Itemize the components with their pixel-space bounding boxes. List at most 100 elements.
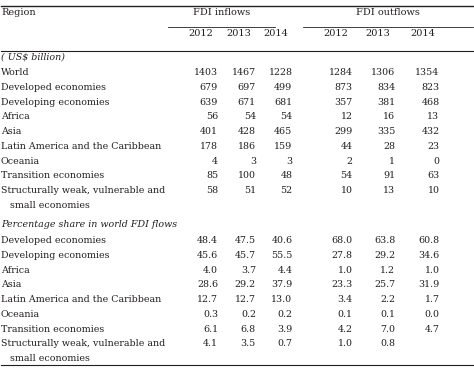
Text: 2014: 2014 [410,29,435,38]
Text: 23.3: 23.3 [331,280,353,289]
Text: Asia: Asia [1,127,21,136]
Text: Oceania: Oceania [1,310,40,319]
Text: 45.6: 45.6 [197,251,218,260]
Text: 0.2: 0.2 [241,310,256,319]
Text: 401: 401 [200,127,218,136]
Text: 299: 299 [334,127,353,136]
Text: 10: 10 [341,186,353,195]
Text: 91: 91 [383,171,395,181]
Text: 4.2: 4.2 [337,325,353,333]
Text: 12: 12 [341,112,353,122]
Text: 2: 2 [346,157,353,166]
Text: 45.7: 45.7 [235,251,256,260]
Text: 1.7: 1.7 [424,295,439,304]
Text: 1306: 1306 [371,68,395,77]
Text: Oceania: Oceania [1,157,40,166]
Text: 0.2: 0.2 [277,310,292,319]
Text: 2012: 2012 [189,29,213,38]
Text: 3: 3 [286,157,292,166]
Text: 468: 468 [421,98,439,107]
Text: 13: 13 [427,112,439,122]
Text: Transition economies: Transition economies [1,325,104,333]
Text: Latin America and the Caribbean: Latin America and the Caribbean [1,295,161,304]
Text: 178: 178 [200,142,218,151]
Text: 873: 873 [335,83,353,92]
Text: 23: 23 [427,142,439,151]
Text: 25.7: 25.7 [374,280,395,289]
Text: 1284: 1284 [328,68,353,77]
Text: Developing economies: Developing economies [1,251,109,260]
Text: 1.0: 1.0 [337,266,353,275]
Text: Asia: Asia [1,280,21,289]
Text: 1403: 1403 [194,68,218,77]
Text: 1.0: 1.0 [424,266,439,275]
Text: FDI outflows: FDI outflows [356,8,420,17]
Text: 6.1: 6.1 [203,325,218,333]
Text: 1354: 1354 [415,68,439,77]
Text: 357: 357 [334,98,353,107]
Text: 823: 823 [421,83,439,92]
Text: Developed economies: Developed economies [1,83,106,92]
Text: 2012: 2012 [323,29,348,38]
Text: 31.9: 31.9 [418,280,439,289]
Text: 0.1: 0.1 [380,310,395,319]
Text: Region: Region [1,8,36,17]
Text: Africa: Africa [1,266,30,275]
Text: 27.8: 27.8 [332,251,353,260]
Text: 4.1: 4.1 [203,339,218,348]
Text: 499: 499 [274,83,292,92]
Text: 4.0: 4.0 [203,266,218,275]
Text: 3.5: 3.5 [241,339,256,348]
Text: 4.4: 4.4 [277,266,292,275]
Text: 28.6: 28.6 [197,280,218,289]
Text: 60.8: 60.8 [418,236,439,245]
Text: 4.7: 4.7 [424,325,439,333]
Text: 52: 52 [280,186,292,195]
Text: 3.7: 3.7 [241,266,256,275]
Text: 28: 28 [383,142,395,151]
Text: 0.7: 0.7 [277,339,292,348]
Text: 186: 186 [238,142,256,151]
Text: 54: 54 [244,112,256,122]
Text: 2.2: 2.2 [380,295,395,304]
Text: 6.8: 6.8 [241,325,256,333]
Text: 10: 10 [428,186,439,195]
Text: World: World [1,68,29,77]
Text: small economies: small economies [1,354,90,363]
Text: Latin America and the Caribbean: Latin America and the Caribbean [1,142,161,151]
Text: 12.7: 12.7 [235,295,256,304]
Text: 671: 671 [238,98,256,107]
Text: 681: 681 [274,98,292,107]
Text: 1.2: 1.2 [380,266,395,275]
Text: 381: 381 [377,98,395,107]
Text: 55.5: 55.5 [271,251,292,260]
Text: Structurally weak, vulnerable and: Structurally weak, vulnerable and [1,339,165,348]
Text: 639: 639 [200,98,218,107]
Text: Developing economies: Developing economies [1,98,109,107]
Text: 4: 4 [212,157,218,166]
Text: 29.2: 29.2 [374,251,395,260]
Text: 0: 0 [433,157,439,166]
Text: 159: 159 [274,142,292,151]
Text: 465: 465 [274,127,292,136]
Text: 2013: 2013 [366,29,391,38]
Text: 12.7: 12.7 [197,295,218,304]
Text: Africa: Africa [1,112,30,122]
Text: 3.4: 3.4 [337,295,353,304]
Text: Transition economies: Transition economies [1,171,104,181]
Text: 0.3: 0.3 [203,310,218,319]
Text: 56: 56 [206,112,218,122]
Text: 834: 834 [377,83,395,92]
Text: 3: 3 [250,157,256,166]
Text: 37.9: 37.9 [271,280,292,289]
Text: 7.0: 7.0 [380,325,395,333]
Text: 100: 100 [238,171,256,181]
Text: 47.5: 47.5 [235,236,256,245]
Text: ( US$ billion): ( US$ billion) [1,53,65,62]
Text: 58: 58 [206,186,218,195]
Text: 63.8: 63.8 [374,236,395,245]
Text: 0.8: 0.8 [380,339,395,348]
Text: FDI inflows: FDI inflows [193,8,250,17]
Text: 85: 85 [206,171,218,181]
Text: 13.0: 13.0 [271,295,292,304]
